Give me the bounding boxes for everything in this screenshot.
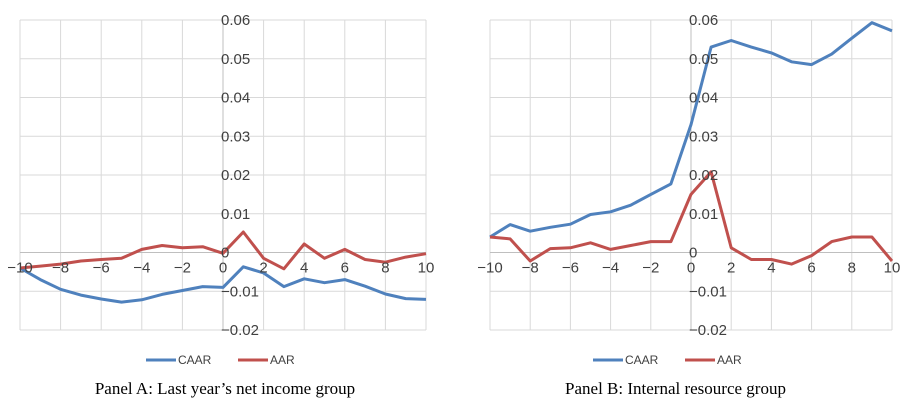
x-tick-label: −6 (562, 260, 579, 277)
y-tick-label: −0.02 (689, 322, 727, 339)
y-tick-label: −0.02 (221, 322, 259, 339)
y-tick-label: −0.01 (221, 283, 259, 300)
legend: CAAR AAR (146, 353, 295, 367)
y-tick-label: 0.05 (689, 51, 718, 68)
x-tick-label: 8 (381, 260, 389, 277)
panel-b: −0.02 −0.01 0 0.01 0.02 0.03 0.04 0.05 0.06 −10 −8… (450, 0, 901, 407)
y-tick-label: 0 (689, 245, 697, 262)
x-tick-label: −8 (52, 260, 69, 277)
y-tick-label: 0.02 (221, 167, 250, 184)
x-tick-label: 4 (767, 260, 775, 277)
series-line-caar (489, 21, 893, 239)
x-tick-label: 6 (807, 260, 815, 277)
chart-panel-a: −0.02 −0.01 0 0.01 0.02 0.03 0.04 0.05 0.06 −10 −8… (7, 12, 435, 367)
x-tick-label: 10 (418, 260, 435, 277)
x-tick-label: −2 (642, 260, 659, 277)
x-tick-label: 8 (848, 260, 856, 277)
legend-label-caar: CAAR (178, 353, 212, 367)
panel-a: −0.02 −0.01 0 0.01 0.02 0.03 0.04 0.05 0.06 −10 −8… (0, 0, 450, 407)
x-tick-label: −10 (7, 260, 32, 277)
y-tick-label: 0.04 (689, 90, 718, 107)
legend-label-aar: AAR (270, 353, 295, 367)
panel-a-caption: Panel A: Last year’s net income group (94, 379, 356, 398)
x-tick-label: −8 (522, 260, 539, 277)
legend-label-aar: AAR (717, 353, 742, 367)
x-tick-label: 2 (259, 260, 267, 277)
y-tick-label: 0.06 (689, 12, 718, 29)
x-tick-label: 0 (687, 260, 695, 277)
series-line-aar (489, 170, 894, 266)
y-tick-label: 0.05 (221, 51, 250, 68)
x-tick-label: 10 (884, 260, 901, 277)
y-tick-label: 0.01 (221, 206, 250, 223)
y-tick-label: 0.03 (689, 128, 718, 145)
x-tick-label: 4 (300, 260, 308, 277)
y-tick-label: 0 (221, 245, 229, 262)
x-tick-label: 6 (341, 260, 349, 277)
x-tick-label: −6 (93, 260, 110, 277)
y-tick-label: 0.01 (689, 206, 718, 223)
x-tick-label: 0 (219, 260, 227, 277)
series-line-caar (19, 265, 427, 304)
chart-panel-b: −0.02 −0.01 0 0.01 0.02 0.03 0.04 0.05 0.06 −10 −8… (477, 12, 901, 367)
legend: CAAR AAR (593, 353, 742, 367)
series-line-aar (19, 230, 427, 271)
x-tick-label: −2 (174, 260, 191, 277)
y-tick-label: 0.03 (221, 128, 250, 145)
y-tick-label: 0.02 (689, 167, 718, 184)
legend-label-caar: CAAR (625, 353, 659, 367)
panel-b-caption: Panel B: Internal resource group (565, 379, 786, 398)
y-tick-label: 0.04 (221, 90, 250, 107)
x-tick-label: −4 (602, 260, 619, 277)
y-tick-label: −0.01 (689, 283, 727, 300)
x-tick-label: −10 (477, 260, 502, 277)
x-tick-label: −4 (133, 260, 150, 277)
y-tick-label: 0.06 (221, 12, 250, 29)
x-tick-label: 2 (727, 260, 735, 277)
